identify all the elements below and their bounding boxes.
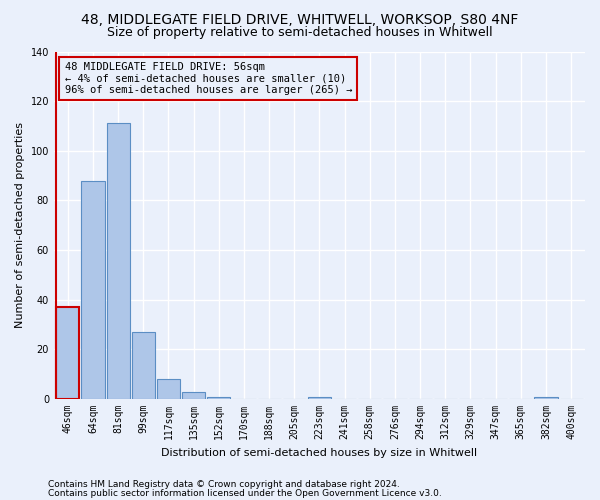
Text: Contains public sector information licensed under the Open Government Licence v3: Contains public sector information licen… xyxy=(48,488,442,498)
Bar xyxy=(182,392,205,399)
Text: Size of property relative to semi-detached houses in Whitwell: Size of property relative to semi-detach… xyxy=(107,26,493,39)
Bar xyxy=(56,307,79,399)
Y-axis label: Number of semi-detached properties: Number of semi-detached properties xyxy=(15,122,25,328)
Text: 48 MIDDLEGATE FIELD DRIVE: 56sqm
← 4% of semi-detached houses are smaller (10)
9: 48 MIDDLEGATE FIELD DRIVE: 56sqm ← 4% of… xyxy=(65,62,352,95)
Bar xyxy=(107,124,130,399)
Bar xyxy=(308,396,331,399)
X-axis label: Distribution of semi-detached houses by size in Whitwell: Distribution of semi-detached houses by … xyxy=(161,448,478,458)
Text: 48, MIDDLEGATE FIELD DRIVE, WHITWELL, WORKSOP, S80 4NF: 48, MIDDLEGATE FIELD DRIVE, WHITWELL, WO… xyxy=(82,12,518,26)
Bar xyxy=(207,396,230,399)
Bar xyxy=(157,379,180,399)
Bar xyxy=(131,332,155,399)
Text: Contains HM Land Registry data © Crown copyright and database right 2024.: Contains HM Land Registry data © Crown c… xyxy=(48,480,400,489)
Bar xyxy=(82,180,104,399)
Bar xyxy=(535,396,557,399)
